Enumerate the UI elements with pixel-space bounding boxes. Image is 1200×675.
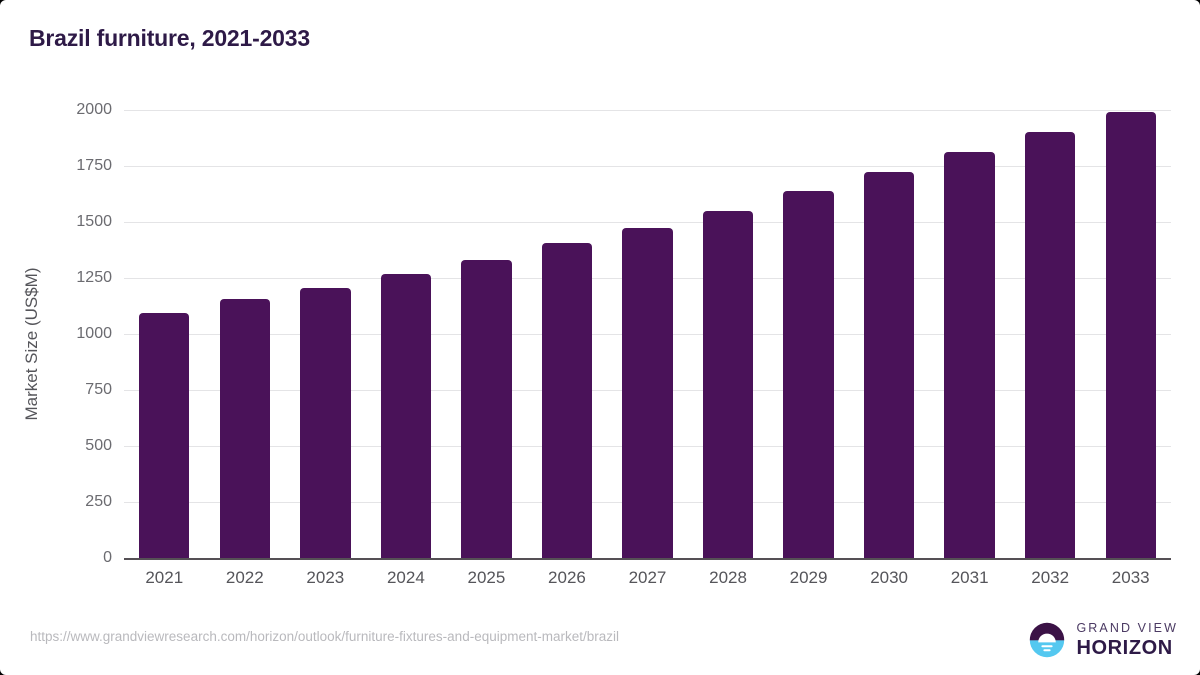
gridline: [124, 110, 1171, 111]
page-title: Brazil furniture, 2021-2033: [29, 25, 310, 51]
gridline: [124, 222, 1171, 223]
y-axis-tick-label: 750: [85, 381, 112, 398]
bar[interactable]: [1025, 131, 1076, 558]
x-axis-tick-label: 2026: [548, 568, 586, 587]
y-axis-title: Market Size (US$M): [22, 267, 41, 421]
bar[interactable]: [139, 313, 190, 558]
x-axis-baseline: [124, 558, 1171, 560]
x-axis-tick-label: 2021: [145, 568, 184, 587]
y-axis-tick-label: 1000: [76, 325, 112, 342]
x-axis-tick-label: 2027: [628, 568, 667, 587]
gridline: [124, 166, 1171, 167]
logo-line-2: HORIZON: [1076, 636, 1173, 659]
x-axis-tick-label: 2033: [1111, 568, 1150, 587]
bar[interactable]: [380, 274, 432, 558]
bar[interactable]: [702, 210, 754, 558]
x-axis-tick-label: 2029: [789, 568, 828, 587]
y-axis-tick-label: 1750: [76, 157, 112, 174]
logo-wordmark: GRAND VIEW HORIZON: [1076, 622, 1178, 658]
bar[interactable]: [461, 259, 512, 558]
x-axis-tick-label: 2025: [467, 568, 506, 587]
bar[interactable]: [219, 299, 270, 558]
bar[interactable]: [622, 227, 673, 558]
x-axis-tick-label: 2028: [709, 568, 747, 587]
x-axis-tick-label: 2030: [870, 568, 909, 587]
bar[interactable]: [783, 191, 834, 558]
x-axis-tick-label: 2031: [950, 568, 989, 587]
y-axis-tick-label: 250: [85, 493, 112, 510]
x-axis-tick-label: 2023: [306, 568, 345, 587]
x-axis-tick-label: 2022: [225, 568, 264, 587]
grand-view-horizon-logo: GRAND VIEW HORIZON: [1027, 620, 1178, 660]
x-axis-tick-label: 2024: [386, 568, 425, 587]
bar[interactable]: [863, 172, 915, 558]
y-axis-tick-label: 1500: [76, 213, 112, 230]
logo-line-1: GRAND VIEW: [1076, 621, 1178, 636]
bar[interactable]: [300, 287, 351, 558]
y-axis-tick-label: 2000: [76, 101, 112, 118]
y-axis-tick-label: 500: [85, 437, 112, 454]
plot-area: [124, 110, 1171, 558]
bar[interactable]: [1105, 111, 1156, 558]
y-axis: 0 250 500 750 1000 1250 1500 1750 2000: [0, 0, 112, 675]
source-url[interactable]: https://www.grandviewresearch.com/horizo…: [30, 629, 620, 644]
x-axis-tick-label: 2032: [1031, 568, 1070, 587]
bar[interactable]: [541, 243, 593, 558]
y-axis-tick-label: 0: [103, 549, 112, 566]
horizon-logo-icon: [1030, 622, 1065, 658]
y-axis-tick-label: 1250: [76, 269, 112, 286]
bar[interactable]: [944, 152, 995, 558]
